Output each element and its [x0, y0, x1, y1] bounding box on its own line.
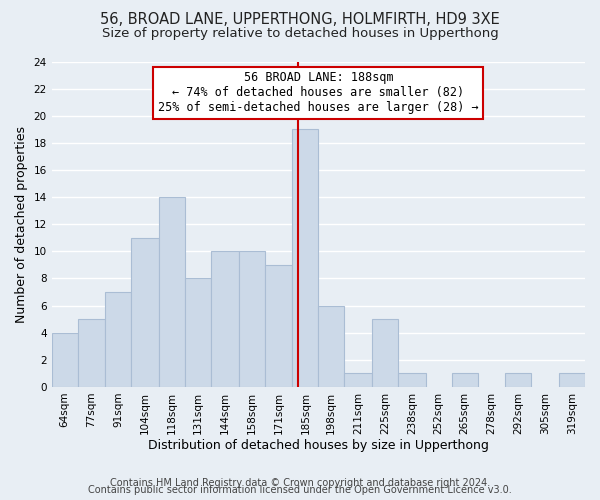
Bar [559, 374, 585, 387]
Bar [131, 238, 159, 387]
Text: Contains public sector information licensed under the Open Government Licence v3: Contains public sector information licen… [88, 485, 512, 495]
Bar [265, 265, 292, 387]
Bar [77, 319, 106, 387]
Bar [239, 252, 265, 387]
X-axis label: Distribution of detached houses by size in Upperthong: Distribution of detached houses by size … [148, 440, 489, 452]
Y-axis label: Number of detached properties: Number of detached properties [15, 126, 28, 322]
Bar [398, 374, 426, 387]
Text: Size of property relative to detached houses in Upperthong: Size of property relative to detached ho… [101, 28, 499, 40]
Text: 56, BROAD LANE, UPPERTHONG, HOLMFIRTH, HD9 3XE: 56, BROAD LANE, UPPERTHONG, HOLMFIRTH, H… [100, 12, 500, 28]
Bar [211, 252, 239, 387]
Bar [292, 130, 319, 387]
Bar [185, 278, 211, 387]
Bar [344, 374, 372, 387]
Text: Contains HM Land Registry data © Crown copyright and database right 2024.: Contains HM Land Registry data © Crown c… [110, 478, 490, 488]
Bar [505, 374, 531, 387]
Bar [52, 332, 77, 387]
Bar [372, 319, 398, 387]
Bar [106, 292, 131, 387]
Text: 56 BROAD LANE: 188sqm
← 74% of detached houses are smaller (82)
25% of semi-deta: 56 BROAD LANE: 188sqm ← 74% of detached … [158, 72, 479, 114]
Bar [452, 374, 478, 387]
Bar [159, 197, 185, 387]
Bar [319, 306, 344, 387]
